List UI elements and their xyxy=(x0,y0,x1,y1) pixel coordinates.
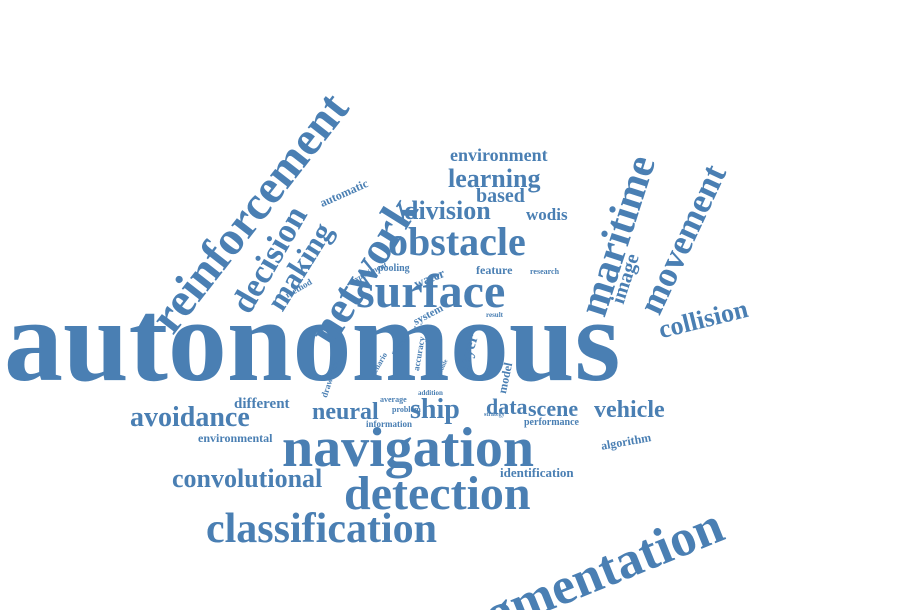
word-performance: performance xyxy=(524,417,579,428)
word-navigation: navigation xyxy=(282,417,535,479)
word-algorithm: algorithm xyxy=(599,430,653,453)
word-learning: learning xyxy=(448,164,541,193)
word-division: division xyxy=(404,196,491,225)
word-level: level xyxy=(414,325,428,333)
word-addition: addition xyxy=(418,389,443,397)
word-strategy: strategy xyxy=(484,412,505,418)
word-environment: environment xyxy=(450,145,548,165)
word-surface: surface xyxy=(356,265,506,318)
word-autonomous: autonomous xyxy=(4,275,621,406)
word-feature: feature xyxy=(476,263,513,277)
word-average: average xyxy=(380,395,407,404)
word-wodis: wodis xyxy=(526,205,568,224)
word-environmental: environmental xyxy=(198,431,273,445)
word-data: data xyxy=(486,394,528,419)
word-avoidance: avoidance xyxy=(130,402,250,433)
word-vehicle: vehicle xyxy=(594,397,665,423)
word-automatic: automatic xyxy=(317,176,371,210)
word-neural: neural xyxy=(312,399,379,425)
word-ship: ship xyxy=(410,394,460,425)
word-research: research xyxy=(530,267,560,276)
word-obstacle: obstacle xyxy=(388,219,526,264)
word-scene: scene xyxy=(528,396,579,421)
word-problem: problem xyxy=(392,405,421,414)
word-detection: detection xyxy=(344,467,531,520)
word-classification: classification xyxy=(206,506,437,552)
word-identification: identification xyxy=(500,465,574,480)
word-based: based xyxy=(476,185,525,207)
word-information: information xyxy=(366,419,412,429)
word-pooling: pooling xyxy=(378,263,410,274)
word-result: result xyxy=(486,311,503,319)
word-convolutional: convolutional xyxy=(172,464,323,493)
word-different: different xyxy=(234,396,290,412)
